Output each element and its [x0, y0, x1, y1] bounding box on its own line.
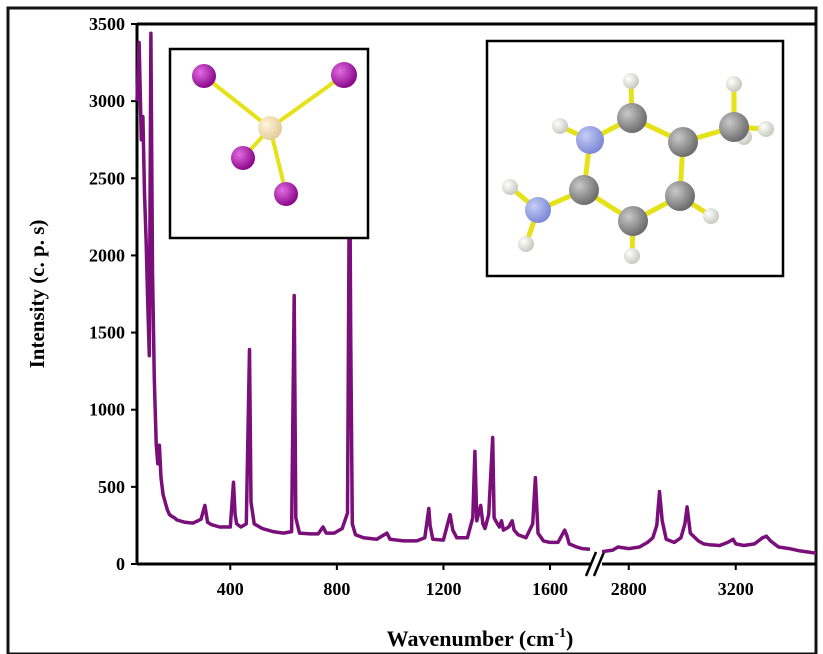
hydrogen-atom	[624, 248, 640, 264]
y-tick-label: 500	[98, 477, 125, 497]
hydrogen-atom	[623, 73, 639, 89]
hydrogen-atom	[518, 236, 534, 252]
carbon-atom	[618, 206, 648, 236]
x-tick-label: 400	[217, 579, 244, 599]
y-tick-label: 2500	[89, 168, 125, 188]
x-tick-label: 2800	[611, 579, 647, 599]
hydrogen-atom	[502, 179, 518, 195]
x-tick-label: 3200	[718, 579, 754, 599]
spectrum-line-segment-2	[601, 489, 817, 555]
iodine-atom	[231, 146, 255, 170]
hydrogen-atom	[703, 208, 719, 224]
plot-area	[135, 22, 816, 577]
figure-border	[6, 6, 818, 654]
iodine-atom	[331, 62, 357, 88]
hydrogen-atom	[758, 121, 774, 137]
x-axis-label: Wavenumber (cm-1)	[387, 626, 574, 651]
y-tick-label: 2000	[89, 245, 125, 265]
inset-pyridine-structure	[485, 39, 785, 278]
y-tick-label: 3000	[89, 91, 125, 111]
y-axis-ticks: 0 500 1000 1500 2000 2500 3000 3500	[89, 14, 137, 574]
iodine-atom	[274, 182, 298, 206]
y-tick-label: 1000	[89, 400, 125, 420]
inset-tetrahedral-structure	[168, 47, 370, 240]
y-tick-label: 1500	[89, 323, 125, 343]
axis-break-mark-left	[584, 551, 598, 577]
iodine-atom	[192, 64, 216, 88]
carbon-atom	[569, 175, 599, 205]
spectrum-line-segment-1	[135, 31, 591, 552]
x-tick-label: 1200	[425, 579, 461, 599]
axis-break-mark-right	[592, 551, 606, 577]
y-axis-label: Intensity (c. p. s)	[25, 220, 49, 369]
carbon-atom	[719, 112, 749, 142]
y-tick-label: 0	[116, 554, 125, 574]
spectrum-series	[135, 31, 817, 555]
nitrogen-atom	[576, 126, 604, 154]
x-tick-label: 800	[323, 579, 350, 599]
central-metal-atom	[258, 116, 282, 140]
carbon-atom	[668, 127, 698, 157]
carbon-atom	[665, 181, 695, 211]
hydrogen-atom	[552, 118, 568, 134]
x-axis-ticks: 400 800 1200 1600 2800 3200	[217, 564, 754, 599]
y-tick-label: 3500	[89, 14, 125, 34]
x-tick-label: 1600	[532, 579, 568, 599]
nitrogen-atom	[525, 197, 551, 223]
carbon-atom	[617, 103, 647, 133]
hydrogen-atom	[726, 76, 742, 92]
